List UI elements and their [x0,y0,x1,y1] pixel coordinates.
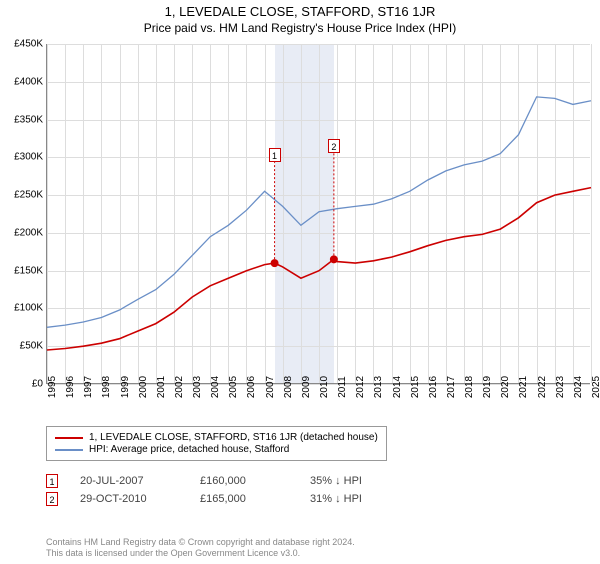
y-tick-label: £250K [14,190,43,201]
marker-badge: 2 [328,139,340,153]
y-tick-label: £350K [14,114,43,125]
x-tick-label: 2009 [301,376,312,398]
x-tick-label: 2000 [138,376,149,398]
page: 1, LEVEDALE CLOSE, STAFFORD, ST16 1JR Pr… [0,4,600,564]
legend-label: 1, LEVEDALE CLOSE, STAFFORD, ST16 1JR (d… [89,432,378,443]
legend-swatch-hpi [55,449,83,451]
x-tick-label: 2016 [428,376,439,398]
marker-badge: 1 [46,474,58,488]
footer-line: Contains HM Land Registry data © Crown c… [46,537,355,549]
x-tick-label: 1998 [101,376,112,398]
footer: Contains HM Land Registry data © Crown c… [46,537,355,560]
y-tick-label: £150K [14,265,43,276]
legend-item-property: 1, LEVEDALE CLOSE, STAFFORD, ST16 1JR (d… [55,432,378,443]
x-tick-label: 2005 [228,376,239,398]
transaction-table: 1 20-JUL-2007 £160,000 35% ↓ HPI 2 29-OC… [46,470,420,510]
y-tick-label: £200K [14,227,43,238]
x-tick-label: 2001 [156,376,167,398]
legend-item-hpi: HPI: Average price, detached house, Staf… [55,444,378,455]
marker-badge: 1 [269,148,281,162]
x-tick-label: 1995 [47,376,58,398]
x-tick-label: 2012 [355,376,366,398]
page-title: 1, LEVEDALE CLOSE, STAFFORD, ST16 1JR [0,4,600,19]
legend-label: HPI: Average price, detached house, Staf… [89,444,289,455]
series-hpi [47,97,591,327]
y-tick-label: £300K [14,152,43,163]
table-row: 2 29-OCT-2010 £165,000 31% ↓ HPI [46,492,420,506]
x-tick-label: 2020 [500,376,511,398]
txn-price: £165,000 [200,493,310,505]
txn-diff: 35% ↓ HPI [310,475,420,487]
y-tick-label: £100K [14,303,43,314]
y-tick-label: £400K [14,76,43,87]
txn-diff: 31% ↓ HPI [310,493,420,505]
x-tick-label: 2013 [373,376,384,398]
legend-swatch-property [55,437,83,439]
x-tick-label: 2022 [537,376,548,398]
x-tick-label: 2021 [518,376,529,398]
txn-date: 29-OCT-2010 [80,493,200,505]
x-tick-label: 2007 [265,376,276,398]
txn-price: £160,000 [200,475,310,487]
y-tick-label: £450K [14,39,43,50]
x-tick-label: 2024 [573,376,584,398]
x-tick-label: 2010 [319,376,330,398]
marker-badge: 2 [46,492,58,506]
x-tick-label: 2018 [464,376,475,398]
x-tick-label: 2003 [192,376,203,398]
table-row: 1 20-JUL-2007 £160,000 35% ↓ HPI [46,474,420,488]
legend: 1, LEVEDALE CLOSE, STAFFORD, ST16 1JR (d… [46,426,387,461]
txn-date: 20-JUL-2007 [80,475,200,487]
x-tick-label: 2004 [210,376,221,398]
x-tick-label: 1996 [65,376,76,398]
x-tick-label: 2023 [555,376,566,398]
x-tick-label: 2011 [337,376,348,398]
x-tick-label: 2006 [246,376,257,398]
x-tick-label: 2002 [174,376,185,398]
x-tick-label: 1999 [120,376,131,398]
x-tick-label: 2025 [591,376,600,398]
x-tick-label: 2014 [392,376,403,398]
line-chart: £0£50K£100K£150K£200K£250K£300K£350K£400… [46,44,590,384]
y-tick-label: £0 [32,379,43,390]
chart-svg [47,44,590,383]
y-tick-label: £50K [20,341,43,352]
x-tick-label: 2019 [482,376,493,398]
x-tick-label: 2015 [410,376,421,398]
page-subtitle: Price paid vs. HM Land Registry's House … [0,21,600,35]
x-tick-label: 2017 [446,376,457,398]
footer-line: This data is licensed under the Open Gov… [46,548,355,560]
x-tick-label: 2008 [283,376,294,398]
x-tick-label: 1997 [83,376,94,398]
